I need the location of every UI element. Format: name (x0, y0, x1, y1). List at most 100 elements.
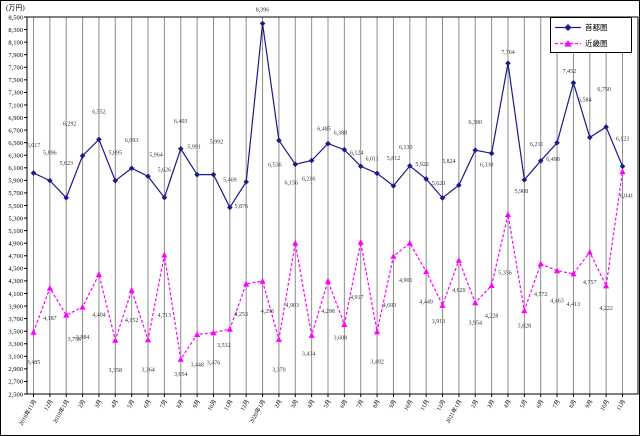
data-point-marker-triangle (194, 331, 201, 338)
y-axis-tick-label: 4,900 (8, 241, 23, 248)
data-point-marker-diamond (210, 171, 217, 178)
x-axis-tick-label: 6月 (339, 399, 349, 410)
data-point-marker-triangle (226, 326, 233, 332)
data-point-marker-triangle (308, 332, 315, 338)
data-point-marker-triangle (292, 240, 299, 246)
x-axis-tick-label: 9月 (388, 399, 398, 410)
data-point-marker-triangle (586, 249, 593, 255)
data-point-marker-diamond (357, 163, 364, 170)
data-point-marker-diamond (586, 134, 593, 141)
data-point-label: 6,156 (285, 180, 299, 186)
data-point-label: 4,413 (567, 302, 581, 308)
data-point-marker-triangle (46, 285, 53, 291)
data-point-marker-diamond (619, 163, 626, 170)
y-axis-tick-label: 7,700 (8, 65, 23, 72)
data-point-label: 4,296 (261, 309, 275, 315)
data-point-label: 3,476 (207, 361, 221, 367)
legend-label-shutoken: 首都圏 (585, 22, 608, 32)
data-point-marker-diamond (259, 20, 266, 27)
data-point-marker-diamond (161, 194, 168, 201)
legend-item-kinkiken: 近畿圏 (554, 38, 628, 49)
y-axis-tick-label: 6,900 (8, 115, 23, 122)
data-point-label: 3,448 (190, 362, 204, 368)
data-point-marker-triangle (341, 321, 348, 327)
data-point-label: 6,011 (365, 156, 378, 162)
x-axis-tick-label: 12月 (43, 399, 55, 413)
data-point-marker-diamond (276, 137, 282, 144)
data-point-marker-triangle (472, 299, 479, 306)
x-axis-tick-label: 10月 (403, 399, 415, 413)
data-point-label: 5,469 (223, 177, 237, 183)
x-axis-tick-label: 3月 (290, 399, 300, 410)
data-point-label: 4,228 (485, 313, 499, 319)
data-point-label: 6,380 (469, 120, 483, 126)
data-point-marker-diamond (341, 146, 348, 153)
data-point-label: 4,713 (158, 313, 172, 319)
data-point-label: 6,292 (63, 122, 77, 128)
y-axis-tick-label: 7,500 (8, 77, 23, 84)
data-point-label: 5,908 (515, 189, 529, 195)
y-axis-tick-label: 5,500 (8, 203, 23, 210)
data-point-marker-triangle (128, 287, 135, 293)
x-axis-tick-label: 9月 (191, 399, 201, 410)
data-point-marker-diamond (374, 170, 380, 177)
data-point-label: 4,187 (43, 316, 57, 322)
data-point-label: 6,041 (620, 194, 634, 200)
y-axis-tick-label: 2,900 (8, 366, 23, 373)
legend-item-shutoken: 首都圏 (554, 22, 628, 33)
data-point-marker-triangle (406, 240, 413, 246)
data-point-marker-diamond (243, 179, 249, 185)
data-point-marker-triangle (259, 278, 266, 284)
data-point-label: 4,757 (583, 280, 597, 286)
data-point-label: 3,485 (27, 360, 41, 366)
data-point-label: 4,449 (419, 300, 433, 306)
x-axis-tick-label: 5月 (322, 399, 332, 410)
data-point-label: 6,536 (268, 162, 282, 168)
data-point-label: 6,584 (578, 97, 592, 103)
y-axis-tick-label: 7,900 (8, 52, 23, 59)
data-point-label: 5,623 (59, 161, 73, 167)
legend-label-kinkiken: 近畿圏 (585, 38, 608, 48)
data-point-marker-triangle (144, 336, 152, 343)
x-axis-tick-label: 10月 (599, 399, 611, 413)
data-point-marker-diamond (177, 145, 184, 152)
data-point-label: 6,216 (302, 177, 316, 183)
data-point-label: 6,388 (334, 131, 348, 137)
data-point-label: 5,896 (43, 151, 57, 157)
data-point-marker-diamond (308, 157, 315, 164)
x-axis-tick-label: 3月 (486, 399, 496, 410)
data-point-label: 3,370 (272, 367, 286, 373)
data-point-label: 3,532 (217, 343, 231, 349)
data-point-label: 3,756 (67, 337, 81, 343)
y-axis-tick-label: 3,500 (8, 328, 23, 335)
y-axis-tick-label: 4,300 (8, 278, 23, 285)
y-axis-tick-label: 3,700 (8, 316, 23, 323)
data-point-marker-triangle (603, 282, 610, 289)
data-point-label: 3,828 (518, 324, 532, 330)
data-point-label: 7,764 (501, 50, 515, 56)
x-axis-tick-label: 8月 (568, 399, 578, 410)
data-point-label: 6,498 (546, 157, 560, 163)
data-point-label: 5,992 (210, 140, 224, 146)
y-axis-tick-label: 6,700 (8, 127, 23, 134)
legend-box: 首都圏 近畿圏 (550, 17, 632, 53)
y-axis-unit-label: (万円) (6, 4, 25, 12)
data-point-marker-triangle (324, 278, 332, 284)
data-point-label: 3,434 (302, 351, 316, 357)
data-point-label: 7,452 (563, 69, 577, 75)
data-point-label: 3,054 (174, 372, 188, 378)
data-point-marker-diamond (537, 158, 544, 164)
data-point-label: 5,895 (109, 151, 123, 157)
data-point-label: 6,485 (317, 127, 331, 133)
data-point-label: 6,093 (125, 138, 139, 144)
x-axis-tick-label: 11月 (419, 399, 431, 412)
y-axis-tick-label: 5,100 (8, 228, 23, 235)
legend-marker-line-dashed-triangle-icon (555, 39, 581, 46)
data-point-marker-triangle (161, 251, 168, 258)
data-point-marker-diamond (439, 195, 446, 201)
data-point-label: 4,222 (599, 306, 613, 312)
y-axis-tick-label: 6,300 (8, 153, 23, 160)
data-point-label: 3,364 (141, 368, 155, 374)
x-axis-tick-label: 8月 (371, 399, 381, 410)
data-point-label: 4,463 (550, 299, 564, 305)
